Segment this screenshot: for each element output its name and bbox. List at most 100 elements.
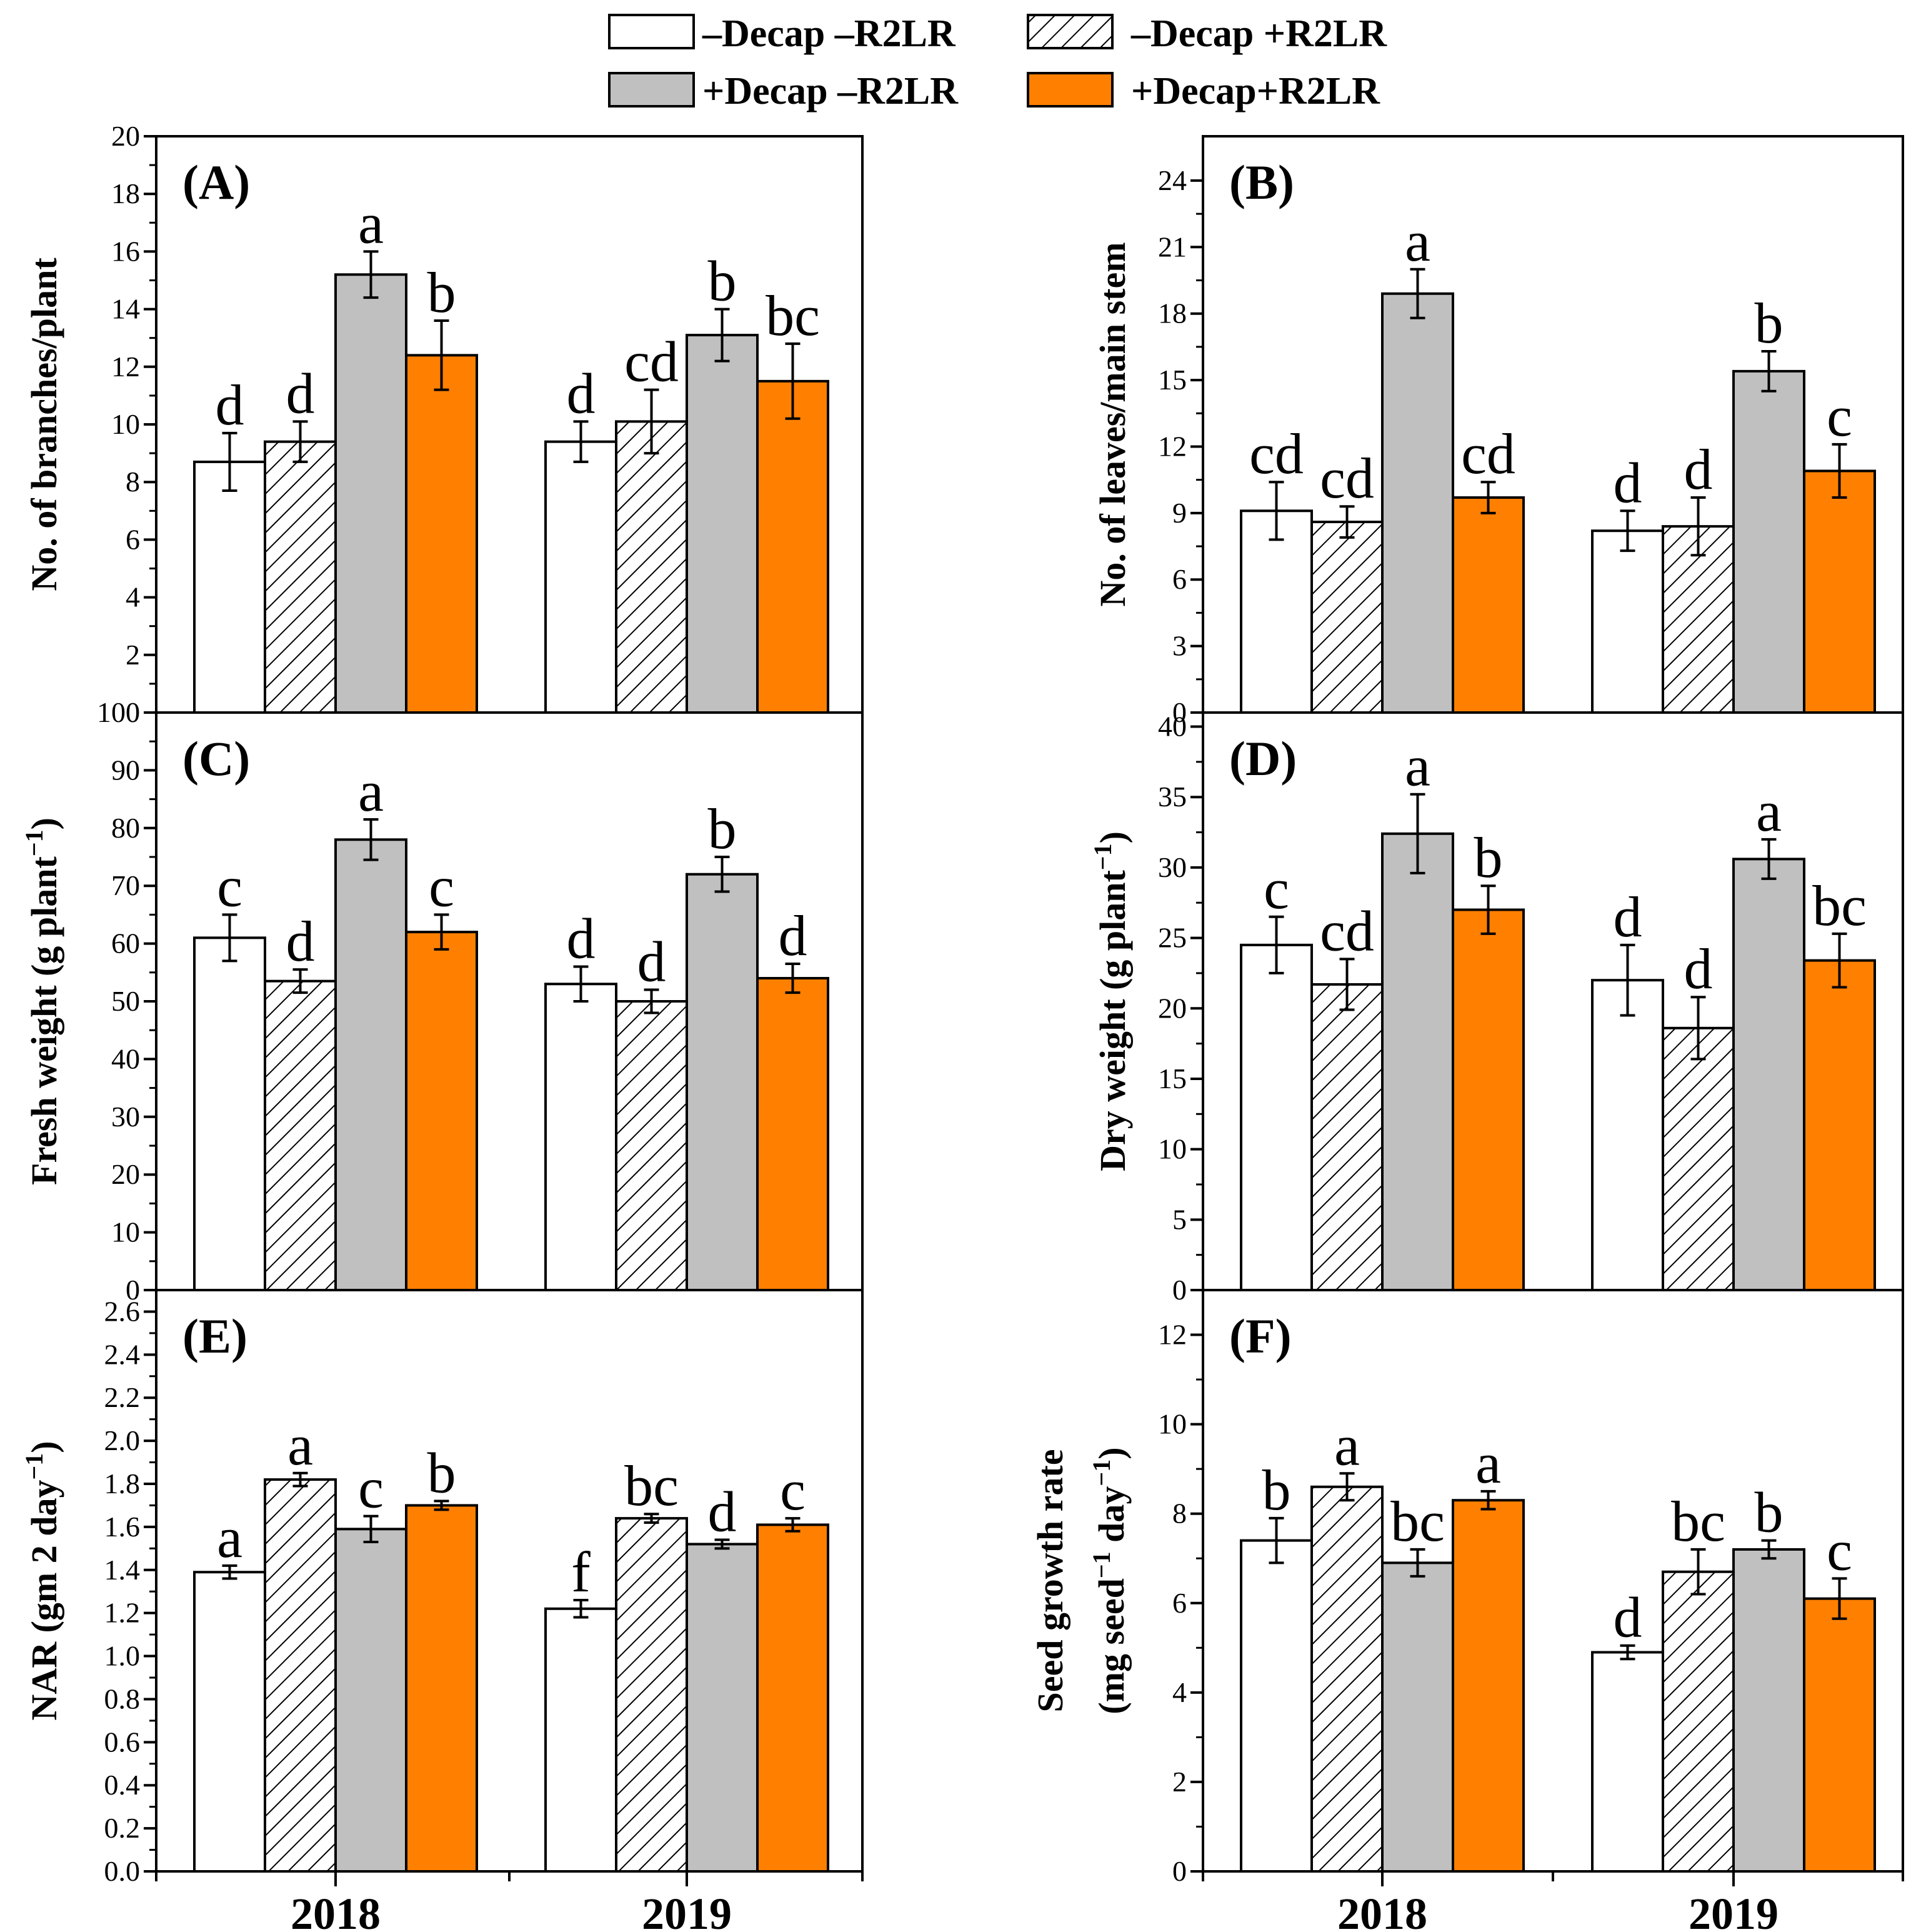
- significance-letter: f: [571, 1540, 591, 1604]
- y-tick-label: 40: [1158, 711, 1187, 743]
- significance-letter: a: [1405, 209, 1430, 273]
- legend-swatch-s3: [608, 72, 695, 108]
- significance-letter: cd: [624, 330, 679, 394]
- y-tick-label: 5: [1172, 1203, 1187, 1235]
- bar: [1591, 1651, 1664, 1873]
- significance-letter: cd: [1320, 446, 1374, 510]
- bar: [615, 1000, 688, 1291]
- bar: [615, 1517, 688, 1873]
- y-tick-label: 15: [1158, 1063, 1187, 1094]
- significance-letter: b: [427, 261, 456, 324]
- y-tick-label: 2.2: [104, 1381, 141, 1413]
- bar: [264, 1478, 337, 1873]
- significance-letter: c: [1827, 384, 1852, 448]
- significance-letter: a: [1334, 1413, 1360, 1477]
- y-tick-label: 0: [1172, 1855, 1187, 1887]
- y-tick-label: 4: [126, 581, 140, 613]
- significance-letter: cd: [1249, 422, 1304, 486]
- significance-letter: a: [1475, 1431, 1501, 1495]
- x-tick-label: 2018: [291, 1889, 381, 1932]
- y-tick-label: 90: [111, 754, 140, 786]
- legend: –Decap –R2LR –Decap +R2LR +Decap –R2LR +…: [608, 13, 1387, 113]
- bar: [1662, 1570, 1735, 1873]
- significance-letter: d: [567, 361, 596, 425]
- bar: [1591, 979, 1664, 1291]
- y-tick-label: 12: [1158, 430, 1187, 462]
- legend-label-s1: –Decap –R2LR: [702, 13, 956, 55]
- x-tick-label: 2019: [642, 1889, 732, 1932]
- y-tick-label: 8: [126, 466, 140, 498]
- significance-letter: d: [286, 909, 315, 973]
- significance-letter: bc: [624, 1454, 679, 1518]
- bar: [686, 1543, 759, 1873]
- y-tick-label: 10: [111, 408, 140, 440]
- y-tick-label: 10: [1158, 1408, 1187, 1440]
- bar: [1381, 832, 1454, 1291]
- bar: [1662, 1026, 1735, 1291]
- panel-label: (D): [1229, 731, 1297, 786]
- y-tick-label: 20: [111, 120, 140, 152]
- significance-letter: c: [217, 854, 242, 918]
- y-tick-label: 40: [111, 1043, 140, 1074]
- significance-letter: bc: [1812, 874, 1867, 938]
- bar: [1240, 943, 1313, 1291]
- significance-letter: d: [1614, 1586, 1642, 1649]
- bar: [1240, 1539, 1313, 1873]
- legend-swatch-s2: [1027, 14, 1114, 49]
- y-tick-label: 0: [1172, 696, 1187, 728]
- bar: [686, 873, 759, 1291]
- y-tick-label: 6: [1172, 563, 1187, 595]
- bar: [1381, 1561, 1454, 1873]
- significance-letter: d: [779, 904, 807, 968]
- legend-label-s3: +Decap –R2LR: [702, 70, 959, 113]
- y-tick-label: 3: [1172, 630, 1187, 662]
- significance-letter: d: [567, 907, 596, 971]
- significance-letter: cd: [1461, 422, 1515, 486]
- y-tick-label: 0: [1172, 1274, 1187, 1306]
- significance-letter: cd: [1320, 899, 1374, 963]
- bar: [544, 440, 617, 714]
- y-tick-label: 0: [126, 1274, 140, 1306]
- y-tick-label: 4: [1172, 1676, 1187, 1708]
- bar: [544, 1607, 617, 1873]
- significance-letter: d: [1614, 885, 1642, 949]
- y-tick-label: 60: [111, 928, 140, 959]
- significance-letter: a: [217, 1506, 242, 1569]
- y-tick-label: 12: [1158, 1319, 1187, 1351]
- bar: [1310, 521, 1384, 714]
- bar: [334, 273, 407, 714]
- bar: [1732, 858, 1805, 1291]
- y-tick-label: 30: [111, 1101, 140, 1133]
- bar: [1803, 959, 1876, 1291]
- y-axis-label: NAR (gm 2 day−1): [20, 1441, 64, 1720]
- bar: [193, 460, 266, 714]
- significance-letter: b: [1262, 1458, 1291, 1522]
- significance-letter: bc: [1671, 1489, 1725, 1553]
- panel-B: cd d cd d a b cd c 0 3 6 9 12 15 18 21 24 (B) No. of leave…: [1092, 135, 1904, 728]
- bar: [756, 379, 829, 714]
- y-tick-label: 70: [111, 869, 140, 901]
- y-axis-label: No. of branches/plant: [24, 258, 64, 591]
- panel-label: (A): [182, 155, 250, 209]
- y-tick-label: 15: [1158, 364, 1187, 396]
- y-tick-label: 2: [126, 639, 140, 671]
- bar: [193, 1571, 266, 1873]
- y-tick-label: 9: [1172, 497, 1187, 529]
- significance-letter: a: [358, 759, 384, 823]
- y-tick-label: 20: [1158, 992, 1187, 1024]
- significance-letter: a: [1756, 779, 1782, 843]
- bar: [1452, 1499, 1525, 1873]
- y-tick-label: 2.4: [104, 1338, 141, 1370]
- y-tick-label: 2.6: [104, 1295, 141, 1327]
- y-tick-label: 6: [126, 523, 140, 555]
- significance-letter: b: [427, 1441, 456, 1505]
- bar: [686, 334, 759, 714]
- significance-letter: d: [708, 1480, 737, 1544]
- significance-letter: bc: [1390, 1489, 1445, 1553]
- y-tick-label: 12: [111, 351, 140, 383]
